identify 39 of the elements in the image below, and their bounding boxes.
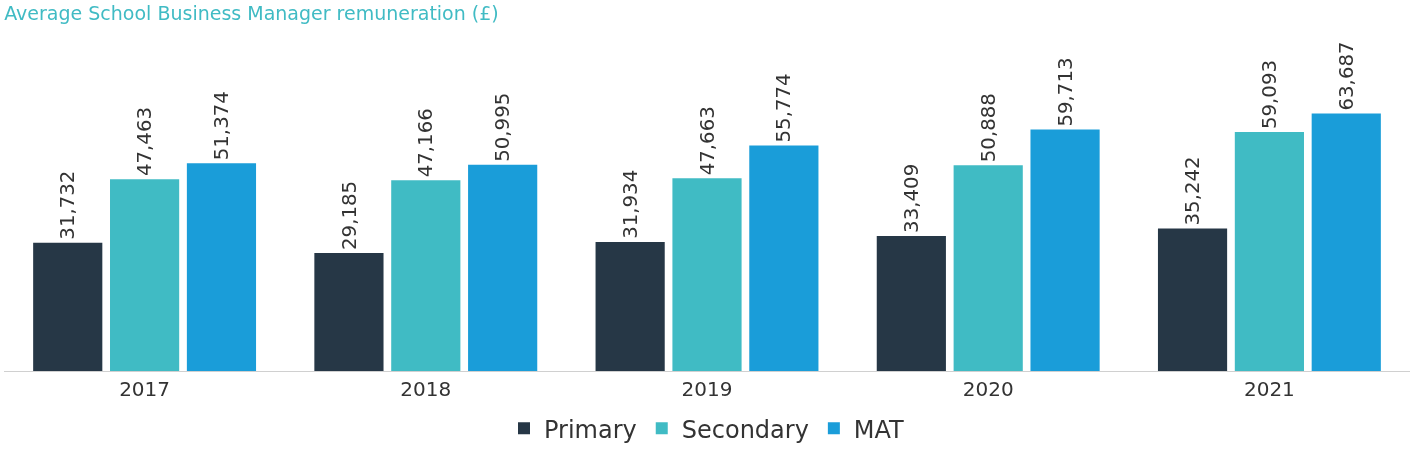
bar [749,145,819,371]
bar [595,241,665,371]
bar [1030,129,1100,371]
data-label: 31,732 [56,170,80,240]
bar [1311,113,1381,371]
data-label: 33,409 [899,163,923,233]
data-label: 29,185 [337,180,361,250]
bar [33,242,103,371]
data-label: 51,374 [210,91,234,161]
data-label: 55,774 [772,73,796,143]
x-tick-label: 2021 [1243,377,1295,401]
x-tick-label: 2019 [681,377,733,401]
bar [391,180,461,371]
data-label: 31,934 [618,169,642,239]
x-tick-label: 2018 [400,377,452,401]
chart-title: Average School Business Manager remuneration (£) [4,2,499,25]
bar [314,253,384,371]
bar [876,235,946,371]
data-label: 59,093 [1257,59,1281,130]
legend-label: MAT [853,415,905,444]
legend-label: Secondary [681,415,809,444]
data-label: 47,166 [414,108,438,178]
data-label: 50,888 [976,93,1000,163]
bar [1234,132,1304,371]
bar [672,178,742,371]
legend-label: Primary [544,415,637,444]
bar [186,163,257,371]
data-label: 59,713 [1053,57,1077,127]
bar [110,179,180,371]
bar [468,164,538,371]
data-label: 63,687 [1334,41,1358,111]
bar [1157,228,1228,371]
bar [953,165,1023,371]
data-label: 47,463 [133,106,157,177]
data-label: 50,995 [491,92,515,162]
data-label: 47,663 [695,106,719,176]
x-tick-label: 2017 [119,377,171,401]
x-tick-label: 2020 [962,377,1014,401]
data-label: 35,242 [1181,156,1205,226]
